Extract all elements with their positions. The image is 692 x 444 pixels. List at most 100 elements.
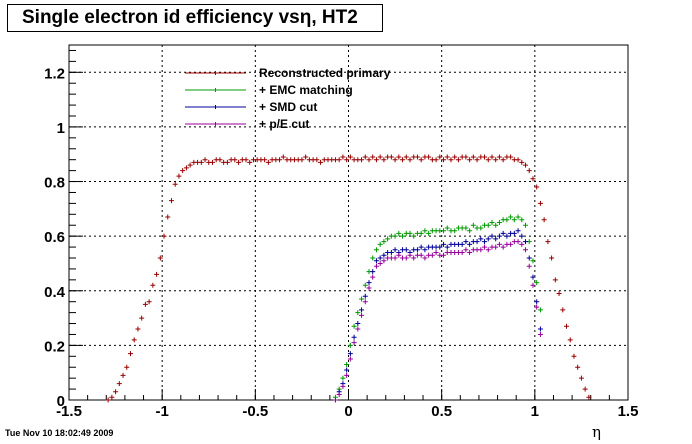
data-point: [359, 296, 365, 302]
data-point: [265, 159, 271, 165]
data-point: [109, 394, 115, 400]
data-point: [414, 247, 420, 253]
data-point: [392, 247, 398, 253]
data-point: [277, 157, 283, 163]
data-point: [373, 247, 379, 253]
grid: [69, 45, 628, 400]
data-point: [441, 157, 447, 163]
data-point: [377, 241, 383, 247]
data-point: [377, 255, 383, 261]
data-point: [508, 154, 514, 160]
data-point: [355, 326, 361, 332]
data-point: [496, 154, 502, 160]
data-point: [113, 389, 119, 395]
x-tick-label: -0.5: [242, 403, 268, 420]
data-point: [485, 236, 491, 242]
y-tick-label: 0.2: [44, 338, 65, 355]
data-point: [485, 222, 491, 228]
series: [105, 154, 592, 403]
data-point: [519, 217, 525, 223]
y-tick-labels: 0 0.2 0.4 0.6 0.8 1 1.2: [44, 65, 66, 410]
legend: Reconstructed primary + EMC matching + SMD…: [185, 66, 391, 131]
y-tick-label: 0: [57, 393, 65, 410]
data-point: [534, 299, 540, 305]
data-point: [530, 274, 536, 280]
data-point: [407, 230, 413, 236]
data-point: [422, 228, 428, 234]
y-tick-label: 0.6: [44, 229, 65, 246]
data-point: [314, 157, 320, 163]
data-point: [504, 217, 510, 223]
data-point: [161, 233, 167, 239]
data-point: [519, 159, 525, 165]
data-point: [478, 225, 484, 231]
data-point: [209, 159, 215, 165]
data-point: [146, 299, 152, 305]
data-point: [381, 239, 387, 245]
data-point: [299, 157, 305, 163]
data-point: [552, 277, 558, 283]
data-point: [359, 312, 365, 318]
data-point: [482, 244, 488, 250]
data-point: [526, 263, 532, 269]
data-point: [508, 214, 514, 220]
data-point: [370, 154, 376, 160]
data-point: [202, 157, 208, 163]
data-point: [530, 282, 536, 288]
data-point: [370, 274, 376, 280]
data-point: [370, 269, 376, 275]
data-point: [347, 154, 353, 160]
data-point: [180, 168, 186, 174]
data-point: [359, 157, 365, 163]
data-point: [523, 239, 529, 245]
data-point: [373, 263, 379, 269]
data-point: [455, 157, 461, 163]
data-point: [336, 392, 342, 398]
data-point: [485, 157, 491, 163]
data-point: [422, 255, 428, 261]
data-point: [187, 162, 193, 168]
data-point: [172, 181, 178, 187]
data-point: [340, 383, 346, 389]
data-point: [198, 159, 204, 165]
data-point: [474, 157, 480, 163]
data-point: [567, 337, 573, 343]
data-point: [441, 241, 447, 247]
data-point: [489, 220, 495, 225]
data-point: [418, 157, 424, 163]
x-tick-label: 1: [531, 403, 539, 420]
data-point: [247, 159, 253, 165]
data-point: [519, 233, 525, 239]
data-point: [105, 397, 111, 403]
data-point: [396, 252, 402, 258]
data-point: [392, 255, 398, 261]
data-point: [131, 337, 137, 343]
data-point: [236, 159, 242, 165]
y-tick-label: 1: [57, 120, 65, 137]
data-point: [124, 364, 130, 370]
data-point: [470, 222, 476, 228]
data-point: [344, 367, 350, 373]
data-point: [534, 304, 540, 310]
data-point: [385, 236, 391, 242]
data-point: [474, 239, 480, 245]
data-point: [381, 252, 387, 258]
data-point: [515, 214, 521, 220]
data-point: [355, 310, 361, 316]
data-point: [493, 236, 499, 242]
data-point: [243, 157, 249, 163]
data-point: [127, 351, 133, 357]
data-point: [537, 326, 543, 332]
data-point: [575, 364, 581, 370]
x-tick-label: 0.5: [431, 403, 452, 420]
data-point: [232, 157, 238, 163]
data-point: [262, 157, 268, 163]
data-point: [478, 236, 484, 242]
data-point: [347, 356, 353, 362]
data-point: [366, 157, 372, 163]
data-point: [519, 241, 525, 247]
data-point: [224, 159, 230, 165]
data-point: [403, 154, 409, 160]
data-point: [459, 250, 465, 256]
